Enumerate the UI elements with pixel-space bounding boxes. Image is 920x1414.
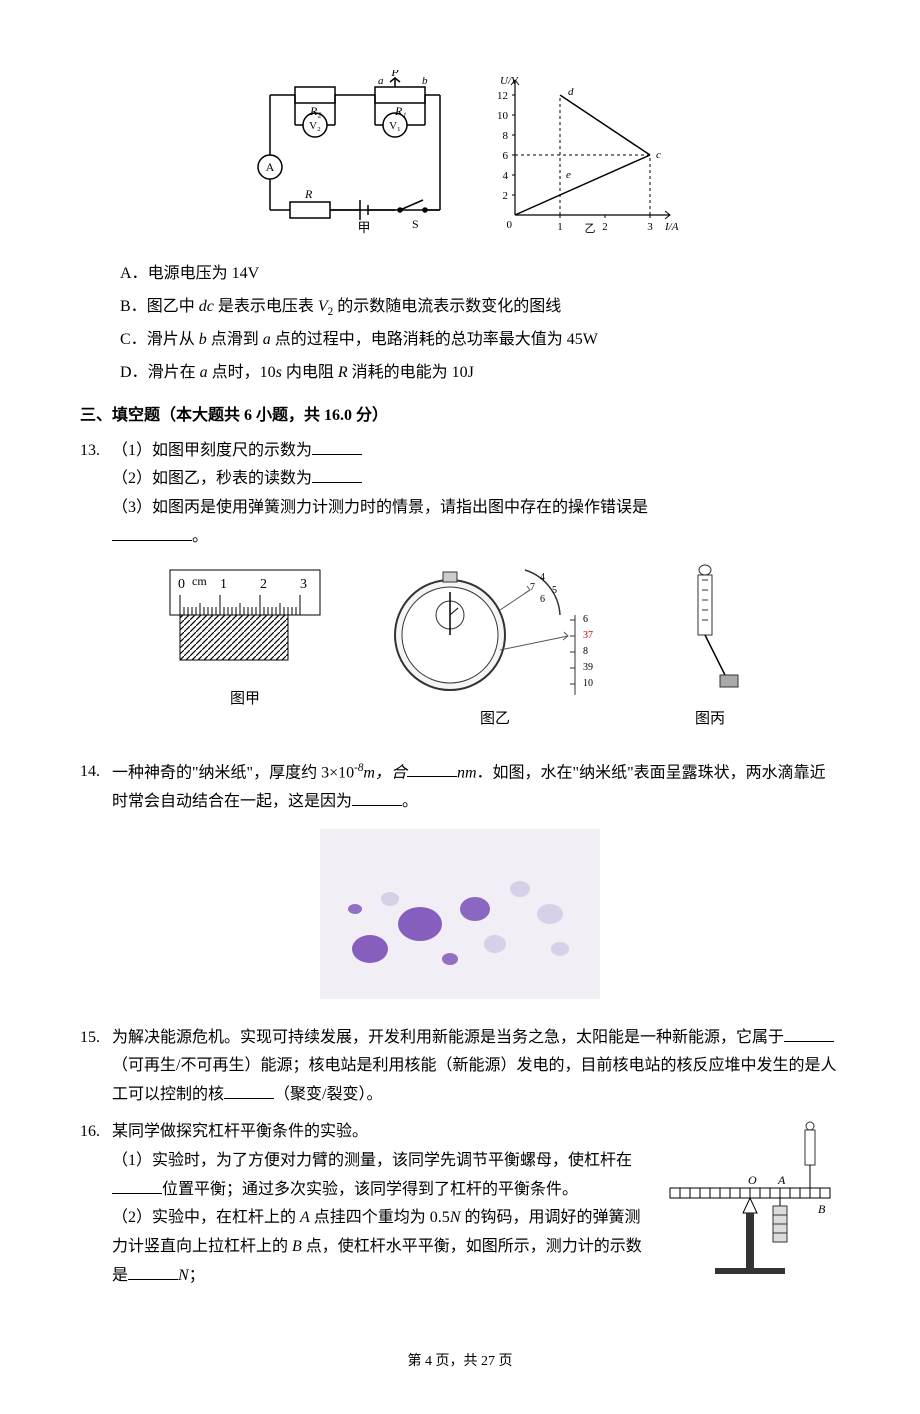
- q13-blank-3: [112, 525, 192, 541]
- label-A: A: [266, 160, 275, 174]
- label-V2: V₂: [309, 120, 321, 132]
- ruler-caption: 图甲: [230, 686, 260, 713]
- svg-text:0: 0: [178, 577, 185, 592]
- question-14: 14. 一种神奇的"纳米纸"，厚度约 3×10-8m，合nm．如图，水在"纳米纸…: [80, 758, 840, 817]
- svg-text:1: 1: [220, 577, 227, 592]
- lever-B: B: [818, 1202, 826, 1216]
- section-3-header: 三、填空题（本大题共 6 小题，共 16.0 分）: [80, 402, 840, 431]
- lever-A: A: [777, 1173, 786, 1187]
- q15-blank-2: [224, 1083, 274, 1099]
- droplets-svg: [320, 829, 600, 999]
- q13-num: 13.: [80, 437, 112, 466]
- ruler-svg: 0 cm 1 2 3: [160, 560, 330, 680]
- question-13: 13. （1）如图甲刻度尺的示数为 （2）如图乙，秒表的读数为 （3）如图丙是使…: [80, 437, 840, 552]
- label-V1: V₁: [389, 120, 401, 132]
- q13-body: （1）如图甲刻度尺的示数为 （2）如图乙，秒表的读数为 （3）如图丙是使用弹簧测…: [112, 437, 840, 552]
- q16-num: 16.: [80, 1118, 112, 1147]
- ruler-figure: 0 cm 1 2 3 图甲: [160, 560, 330, 733]
- q16-blank-1: [112, 1178, 162, 1194]
- svg-text:1: 1: [557, 221, 563, 233]
- q15-body: 为解决能源危机。实现可持续发展，开发利用新能源是当务之急，太阳能是一种新能源，它…: [112, 1024, 840, 1110]
- q16-text: 某同学做探究杠杆平衡条件的实验。 （1）实验时，为了方便对力臂的测量，该同学先调…: [112, 1118, 645, 1299]
- svg-text:6: 6: [583, 614, 588, 625]
- option-A-text: 电源电压为 14V: [148, 265, 260, 282]
- question-16: 16. 某同学做探究杠杆平衡条件的实验。 （1）实验时，为了方便对力臂的测量，该…: [80, 1118, 840, 1299]
- q13-figures: 0 cm 1 2 3 图甲: [80, 560, 840, 733]
- svg-text:4: 4: [503, 170, 509, 182]
- svg-text:d: d: [568, 86, 574, 98]
- spring-scale-svg: [660, 560, 760, 700]
- option-B: B．图乙中 dc 是表示电压表 V2 的示数随电流表示数变化的图线: [120, 293, 840, 322]
- q15-num: 15.: [80, 1024, 112, 1053]
- svg-text:7: 7: [530, 582, 535, 593]
- svg-text:10: 10: [497, 110, 509, 122]
- q14-blank-2: [352, 790, 402, 806]
- label-P: P: [390, 70, 399, 79]
- circuit-svg: P a b R₂ R₁ V₂ V₁ A R S 甲: [240, 70, 460, 240]
- q14-image: [80, 829, 840, 999]
- stopwatch-figure: 45 76 6 37 8 39 10 图乙: [380, 560, 610, 733]
- q13-blank-2: [312, 467, 362, 483]
- label-R: R: [304, 187, 313, 201]
- question-15: 15. 为解决能源危机。实现可持续发展，开发利用新能源是当务之急，太阳能是一种新…: [80, 1024, 840, 1110]
- q13-blank-1: [312, 439, 362, 455]
- lever-O: O: [748, 1173, 757, 1187]
- lever-svg: O A B: [660, 1118, 840, 1288]
- graph-svg: 2 4 6 8 10 12 1 2 3 0 U/V I/A: [480, 70, 680, 240]
- label-R2: R₂: [309, 104, 322, 118]
- svg-text:8: 8: [503, 130, 509, 142]
- q14-blank-1: [407, 761, 457, 777]
- svg-text:2: 2: [602, 221, 608, 233]
- svg-text:12: 12: [497, 90, 508, 102]
- label-S: S: [412, 217, 419, 231]
- svg-text:10: 10: [583, 678, 593, 689]
- option-A: A．电源电压为 14V: [120, 260, 840, 289]
- q12-options: A．电源电压为 14V B．图乙中 dc 是表示电压表 V2 的示数随电流表示数…: [120, 260, 840, 388]
- svg-text:0: 0: [507, 219, 513, 231]
- graph-ylabel: U/V: [500, 75, 519, 87]
- label-a: a: [378, 75, 384, 87]
- svg-text:2: 2: [503, 190, 509, 202]
- spring-caption: 图丙: [695, 706, 725, 733]
- q12-figures: P a b R₂ R₁ V₂ V₁ A R S 甲 2 4 6: [80, 70, 840, 240]
- graph-xlabel: I/A: [664, 221, 679, 233]
- circuit-caption: 甲: [357, 220, 370, 235]
- circuit-figure: P a b R₂ R₁ V₂ V₁ A R S 甲: [240, 70, 460, 240]
- svg-text:e: e: [566, 169, 571, 181]
- svg-text:8: 8: [583, 646, 588, 657]
- svg-text:39: 39: [583, 662, 593, 673]
- graph-figure: 2 4 6 8 10 12 1 2 3 0 U/V I/A: [480, 70, 680, 240]
- stopwatch-svg: 45 76 6 37 8 39 10: [380, 560, 610, 700]
- q14-body: 一种神奇的"纳米纸"，厚度约 3×10-8m，合nm．如图，水在"纳米纸"表面呈…: [112, 758, 840, 817]
- svg-text:6: 6: [540, 594, 545, 605]
- svg-text:5: 5: [552, 585, 557, 596]
- q14-num: 14.: [80, 758, 112, 787]
- label-b: b: [422, 75, 428, 87]
- svg-text:6: 6: [503, 150, 509, 162]
- page-footer: 第 4 页，共 27 页: [80, 1349, 840, 1374]
- svg-text:37: 37: [583, 630, 593, 641]
- option-C: C．滑片从 b 点滑到 a 点的过程中，电路消耗的总功率最大值为 45W: [120, 326, 840, 355]
- svg-text:cm: cm: [192, 574, 207, 588]
- option-D: D．滑片在 a 点时，10s 内电阻 R 消耗的电能为 10J: [120, 359, 840, 388]
- svg-text:4: 4: [540, 572, 545, 583]
- q16-blank-2: [128, 1264, 178, 1280]
- spring-scale-figure: 图丙: [660, 560, 760, 733]
- svg-text:2: 2: [260, 577, 267, 592]
- q16-figure: O A B: [660, 1118, 840, 1299]
- svg-text:c: c: [656, 149, 661, 161]
- label-R1: R₁: [394, 104, 407, 118]
- q16-body: 某同学做探究杠杆平衡条件的实验。 （1）实验时，为了方便对力臂的测量，该同学先调…: [112, 1118, 840, 1299]
- svg-text:3: 3: [647, 221, 653, 233]
- graph-caption: 乙: [585, 222, 596, 235]
- q15-blank-1: [784, 1026, 834, 1042]
- svg-text:3: 3: [300, 577, 307, 592]
- stopwatch-caption: 图乙: [480, 706, 510, 733]
